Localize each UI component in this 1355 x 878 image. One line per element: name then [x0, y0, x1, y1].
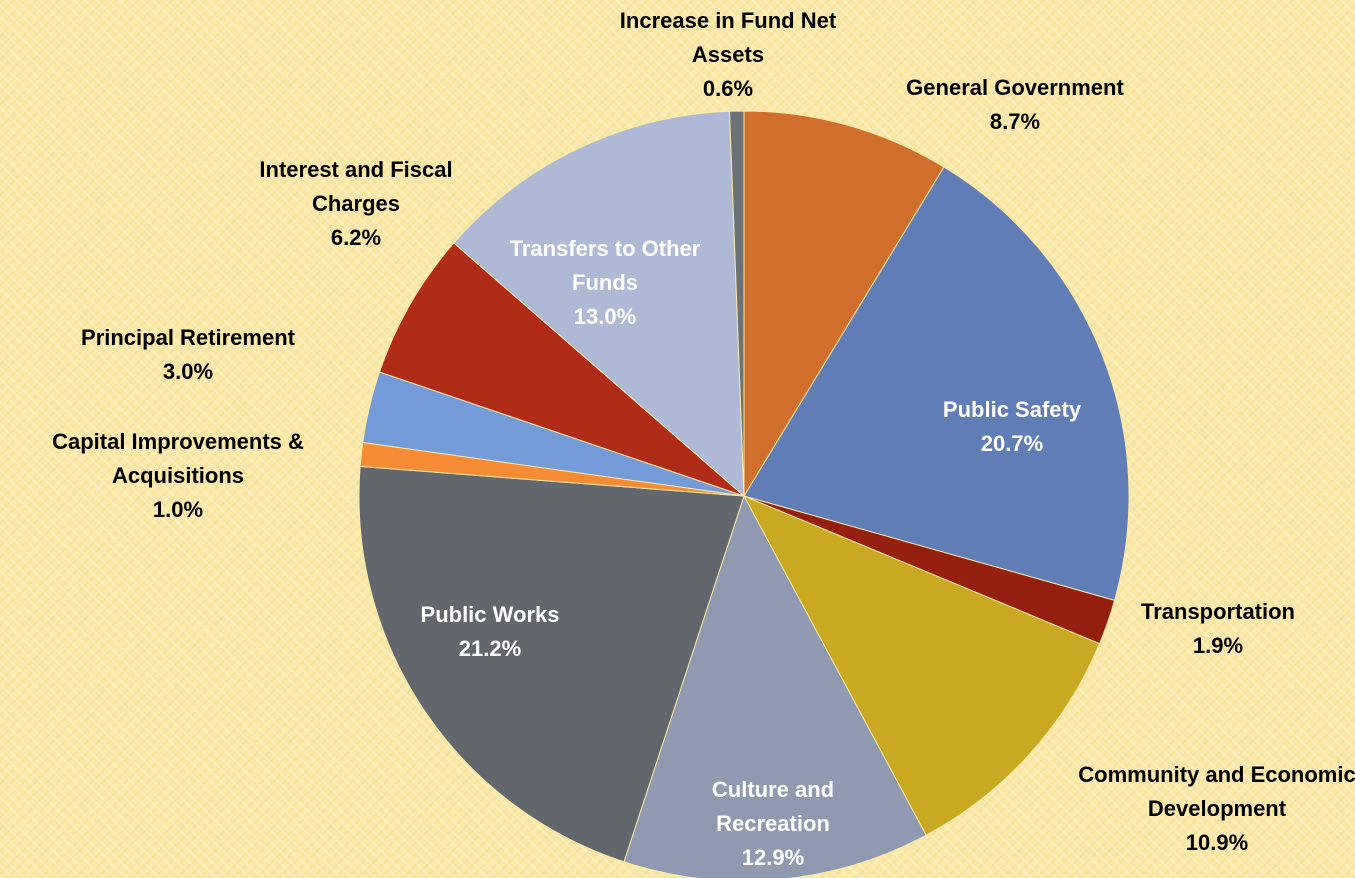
slice-label: Community and Economic Development 10.9% — [1052, 758, 1355, 860]
pie-slice — [358, 465, 745, 863]
slice-label: Public Safety 20.7% — [902, 393, 1122, 461]
value-label: 10.9% — [1185, 830, 1249, 855]
pie-slice — [453, 110, 745, 498]
category-label: Public Works — [420, 602, 560, 627]
slice-label: Public Works 21.2% — [380, 598, 600, 666]
slice-label: Principal Retirement 3.0% — [28, 321, 348, 389]
value-label: 1.0% — [152, 497, 204, 522]
slice-label: Increase in Fund Net Assets 0.6% — [583, 4, 873, 106]
category-label: Public Safety — [942, 397, 1082, 422]
pie-slice — [743, 110, 945, 498]
category-label: Principal Retirement — [81, 325, 295, 350]
value-label: 6.2% — [330, 225, 382, 250]
category-label: Community and Economic Development — [1078, 762, 1355, 821]
slice-label: Interest and Fiscal Charges 6.2% — [221, 153, 491, 255]
value-label: 12.9% — [741, 845, 805, 870]
category-label: Capital Improvements & Acquisitions — [52, 429, 304, 488]
category-label: Culture and Recreation — [711, 777, 835, 836]
value-label: 13.0% — [573, 304, 637, 329]
category-label: Transfers to Other Funds — [509, 236, 701, 295]
category-label: General Government — [906, 75, 1124, 100]
pie-slice — [378, 242, 745, 497]
value-label: 21.2% — [458, 636, 522, 661]
category-label: Increase in Fund Net Assets — [619, 8, 837, 67]
slice-label: Capital Improvements & Acquisitions 1.0% — [8, 425, 348, 527]
slice-label: Culture and Recreation 12.9% — [683, 773, 863, 875]
pie-slice — [742, 494, 1101, 836]
category-label: Interest and Fiscal Charges — [259, 157, 453, 216]
category-label: Transportation — [1140, 599, 1295, 624]
pie-slice — [623, 494, 927, 878]
slice-label: Transfers to Other Funds 13.0% — [475, 232, 735, 334]
slice-label: General Government 8.7% — [855, 71, 1175, 139]
pie-slice — [743, 166, 1130, 602]
value-label: 0.6% — [702, 76, 754, 101]
pie-slice — [728, 110, 745, 497]
slice-label: Transportation 1.9% — [1118, 595, 1318, 663]
value-label: 3.0% — [162, 359, 214, 384]
value-label: 20.7% — [980, 431, 1044, 456]
value-label: 1.9% — [1192, 633, 1244, 658]
value-label: 8.7% — [989, 109, 1041, 134]
